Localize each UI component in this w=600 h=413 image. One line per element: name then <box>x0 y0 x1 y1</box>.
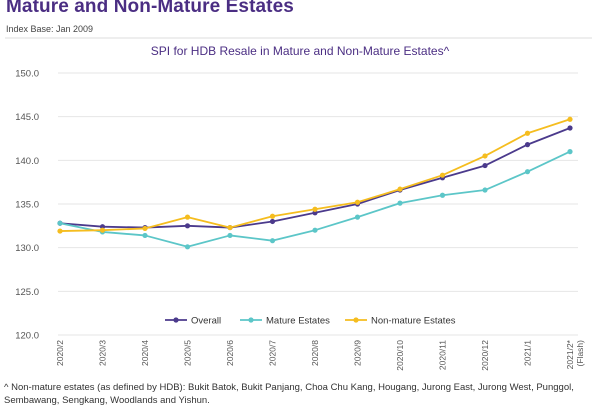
y-tick-label: 150.0 <box>15 69 39 80</box>
data-point <box>482 162 488 169</box>
data-point <box>354 214 361 220</box>
x-tick-label: 2020/12 <box>480 340 490 371</box>
data-point <box>269 213 276 219</box>
chart-title: SPI for HDB Resale in Mature and Non-Mat… <box>151 44 450 58</box>
data-point <box>524 142 531 148</box>
x-axis-ticks: 2020/2 2020/3 2020/4 2020/5 2020/6 2020/7 2020… <box>55 339 585 370</box>
legend-marker <box>353 317 359 323</box>
footnote: ^ Non-mature estates (as defined by HDB)… <box>4 382 574 406</box>
x-tick-line: 2020/11 <box>438 340 448 370</box>
chart-legend: Overall Mature Estates Non-mature Estates <box>165 316 456 327</box>
x-tick-line: 2020/3 <box>98 340 108 366</box>
data-point <box>567 116 573 122</box>
y-tick-label: 140.0 <box>15 156 39 167</box>
x-tick-line: 2020/10 <box>395 340 405 371</box>
gridlines <box>58 72 578 336</box>
data-point <box>57 228 63 234</box>
data-point <box>567 125 573 131</box>
x-tick-line: 2020/8 <box>310 340 320 366</box>
x-tick-label: 2020/4 <box>140 340 150 366</box>
x-tick-label: 2020/10 <box>395 340 405 371</box>
x-tick-label: 2020/11 <box>438 340 448 370</box>
data-point <box>99 227 106 233</box>
legend-marker <box>248 317 254 323</box>
data-point <box>397 186 403 192</box>
data-point <box>312 227 318 233</box>
data-point <box>524 130 531 136</box>
legend-label: Mature Estates <box>266 316 330 327</box>
data-point <box>269 238 276 244</box>
data-point <box>524 169 531 175</box>
data-point <box>184 244 191 250</box>
legend-item: Non-mature Estates <box>345 316 456 327</box>
x-tick-line: 2020/4 <box>140 340 150 366</box>
y-axis-ticks: 150.0 145.0 140.0 135.0 130.0 125.0 120.0 <box>15 69 39 342</box>
x-tick-label: 2020/5 <box>183 340 193 366</box>
x-tick-line: 2020/5 <box>183 340 193 366</box>
x-tick-line: 2020/6 <box>225 340 235 366</box>
data-point <box>482 187 488 193</box>
data-point <box>57 220 63 226</box>
legend-item: Mature Estates <box>240 316 330 327</box>
y-tick-label: 125.0 <box>15 287 39 298</box>
x-tick-label: 2021/2* (Flash) <box>565 339 585 369</box>
x-tick-label: 2020/8 <box>310 340 320 366</box>
page-title: Mature and Non-Mature Estates <box>6 0 294 17</box>
x-tick-label: 2020/3 <box>98 340 108 366</box>
series-lines <box>57 116 573 250</box>
x-tick-line: 2020/2 <box>55 340 65 366</box>
x-tick-label: 2021/1 <box>523 340 533 366</box>
data-point <box>227 224 233 231</box>
data-point <box>142 225 148 232</box>
x-tick-line: 2021/2* <box>565 339 575 369</box>
legend-label: Non-mature Estates <box>371 316 456 327</box>
y-tick-label: 120.0 <box>15 331 39 342</box>
data-point <box>184 214 191 220</box>
x-tick-line: 2021/1 <box>523 340 533 366</box>
data-point <box>227 232 233 239</box>
legend-marker <box>173 317 179 323</box>
y-tick-label: 135.0 <box>15 200 39 211</box>
data-point <box>312 206 318 212</box>
data-point <box>354 199 361 205</box>
x-tick-label: 2020/6 <box>225 340 235 366</box>
legend-label: Overall <box>191 316 221 327</box>
data-point <box>142 232 148 239</box>
data-point <box>439 172 446 178</box>
data-point <box>269 218 276 225</box>
y-tick-label: 145.0 <box>15 112 39 123</box>
x-tick-line: 2020/7 <box>268 340 278 366</box>
legend-item: Overall <box>165 316 221 327</box>
data-point <box>397 200 403 206</box>
y-tick-label: 130.0 <box>15 243 39 254</box>
x-tick-line: 2020/9 <box>353 340 363 366</box>
x-tick-line: (Flash) <box>575 340 585 367</box>
x-tick-label: 2020/7 <box>268 340 278 366</box>
index-base-note: Index Base: Jan 2009 <box>6 24 94 34</box>
data-point <box>567 149 573 155</box>
data-point <box>184 223 191 229</box>
data-point <box>482 153 488 159</box>
data-point <box>439 192 446 198</box>
x-tick-line: 2020/12 <box>480 340 490 371</box>
line-chart: SPI for HDB Resale in Mature and Non-Mat… <box>5 37 592 371</box>
x-tick-label: 2020/2 <box>55 340 65 366</box>
x-tick-label: 2020/9 <box>353 340 363 366</box>
